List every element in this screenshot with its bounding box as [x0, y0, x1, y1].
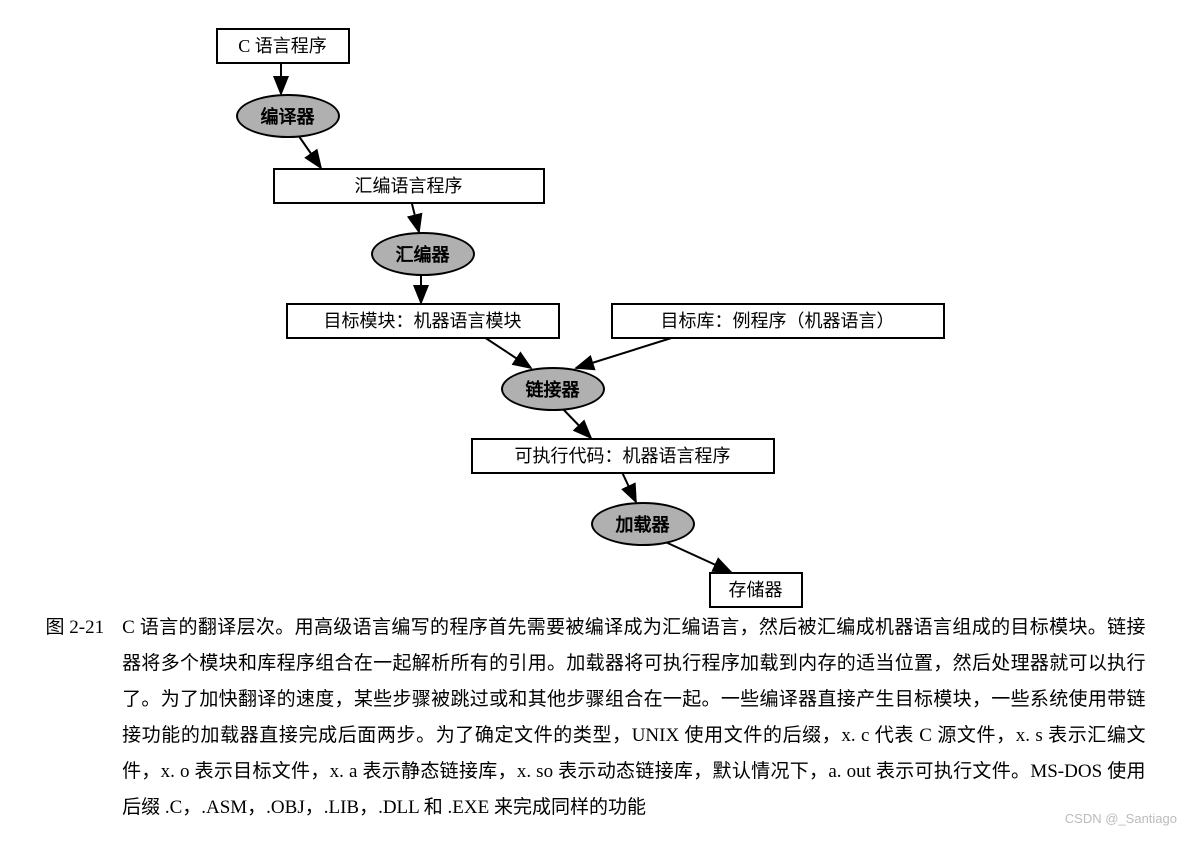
arrows-layer	[21, 20, 1171, 600]
caption-label: 图 2-21	[46, 610, 123, 827]
edge-6	[561, 407, 591, 438]
node-n3: 汇编语言程序	[273, 168, 545, 204]
node-n1: C 语言程序	[216, 28, 350, 64]
watermark: CSDN @_Santiago	[1065, 811, 1177, 826]
node-n9: 加载器	[591, 502, 695, 546]
node-n8: 可执行代码：机器语言程序	[471, 438, 775, 474]
flowchart-container: C 语言程序编译器汇编语言程序汇编器目标模块：机器语言模块 目标库：例程序（机器语…	[21, 20, 1171, 600]
node-n6: 目标库：例程序（机器语言）	[611, 303, 945, 339]
edge-5	[576, 335, 681, 368]
edge-7	[621, 470, 636, 502]
edge-2	[411, 200, 419, 232]
node-n2: 编译器	[236, 94, 340, 138]
figure-caption: 图 2-21 C 语言的翻译层次。用高级语言编写的程序首先需要被编译成为汇编语言…	[46, 610, 1146, 827]
edge-8	[661, 540, 731, 572]
node-n10: 存储器	[709, 572, 803, 608]
edge-4	[481, 335, 531, 368]
node-n5: 目标模块：机器语言模块	[286, 303, 560, 339]
node-n4: 汇编器	[371, 232, 475, 276]
caption-text: C 语言的翻译层次。用高级语言编写的程序首先需要被编译成为汇编语言，然后被汇编成…	[122, 610, 1145, 827]
node-n7: 链接器	[501, 367, 605, 411]
